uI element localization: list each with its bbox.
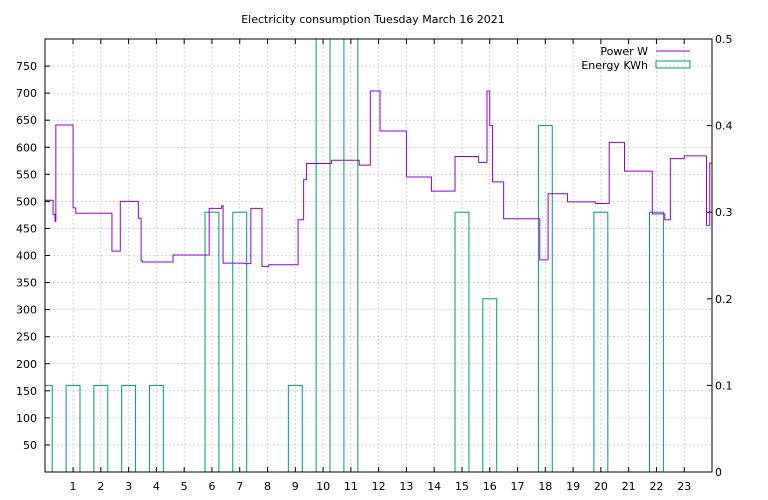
y2-tick-label: 0.2 bbox=[715, 293, 733, 306]
y-tick-label: 250 bbox=[16, 331, 37, 344]
y-tick-label: 300 bbox=[16, 304, 37, 317]
y2-tick-label: 0.3 bbox=[715, 206, 733, 219]
y-tick-label: 200 bbox=[16, 358, 37, 371]
y-tick-label: 500 bbox=[16, 195, 37, 208]
x-tick-label: 6 bbox=[208, 480, 215, 493]
y-tick-label: 400 bbox=[16, 250, 37, 263]
y-tick-label: 350 bbox=[16, 277, 37, 290]
legend: Power W Energy KWh bbox=[581, 45, 691, 72]
x-tick-label: 2 bbox=[97, 480, 104, 493]
legend-item-energy: Energy KWh bbox=[581, 59, 691, 72]
power-series-line bbox=[45, 90, 712, 267]
y-tick-label: 150 bbox=[16, 385, 37, 398]
x-tick-label: 10 bbox=[316, 480, 330, 493]
x-tick-label: 23 bbox=[677, 480, 691, 493]
x-tick-label: 15 bbox=[455, 480, 469, 493]
energy-box bbox=[44, 384, 53, 473]
legend-label-power: Power W bbox=[600, 45, 648, 58]
chart-title: Electricity consumption Tuesday March 16… bbox=[241, 13, 505, 26]
x-tick-label: 12 bbox=[372, 480, 386, 493]
y-tick-label: 650 bbox=[16, 114, 37, 127]
x-tick-label: 11 bbox=[344, 480, 358, 493]
y-axis-left: 50 100 150 200 250 300 350 400 450 500 550 600 650 70… bbox=[16, 60, 50, 452]
y-tick-label: 50 bbox=[23, 439, 37, 452]
legend-item-power: Power W bbox=[600, 45, 690, 58]
x-tick-label: 14 bbox=[427, 480, 441, 493]
x-tick-label: 4 bbox=[153, 480, 160, 493]
x-tick-label: 3 bbox=[125, 480, 132, 493]
energy-box bbox=[482, 298, 498, 473]
y-tick-label: 700 bbox=[16, 87, 37, 100]
x-tick-label: 7 bbox=[236, 480, 243, 493]
x-tick-label: 22 bbox=[649, 480, 663, 493]
y-axis-right: 0 0.1 0.2 0.3 0.4 0.5 bbox=[707, 33, 733, 479]
y-tick-label: 750 bbox=[16, 60, 37, 73]
y2-tick-label: 0.5 bbox=[715, 33, 733, 46]
y-tick-label: 550 bbox=[16, 168, 37, 181]
y2-tick-label: 0 bbox=[715, 466, 722, 479]
y-tick-label: 100 bbox=[16, 412, 37, 425]
x-tick-label: 5 bbox=[181, 480, 188, 493]
x-tick-label: 20 bbox=[594, 480, 608, 493]
legend-label-energy: Energy KWh bbox=[581, 59, 648, 72]
x-tick-label: 16 bbox=[483, 480, 497, 493]
x-tick-label: 13 bbox=[399, 480, 413, 493]
legend-swatch-energy bbox=[655, 60, 691, 69]
x-tick-label: 19 bbox=[566, 480, 580, 493]
y-tick-label: 600 bbox=[16, 141, 37, 154]
y2-tick-label: 0.1 bbox=[715, 379, 733, 392]
x-tick-label: 17 bbox=[511, 480, 525, 493]
y2-tick-label: 0.4 bbox=[715, 120, 733, 133]
y-tick-label: 450 bbox=[16, 222, 37, 235]
x-tick-label: 9 bbox=[292, 480, 299, 493]
x-axis: 1 2 3 4 5 6 7 8 9 10 11 12 13 14 15 16 17 18 19 20 21 22 23 bbox=[70, 39, 691, 493]
x-tick-label: 21 bbox=[622, 480, 636, 493]
x-tick-label: 1 bbox=[70, 480, 77, 493]
grid bbox=[45, 39, 712, 472]
x-tick-label: 18 bbox=[538, 480, 552, 493]
x-tick-label: 8 bbox=[264, 480, 271, 493]
